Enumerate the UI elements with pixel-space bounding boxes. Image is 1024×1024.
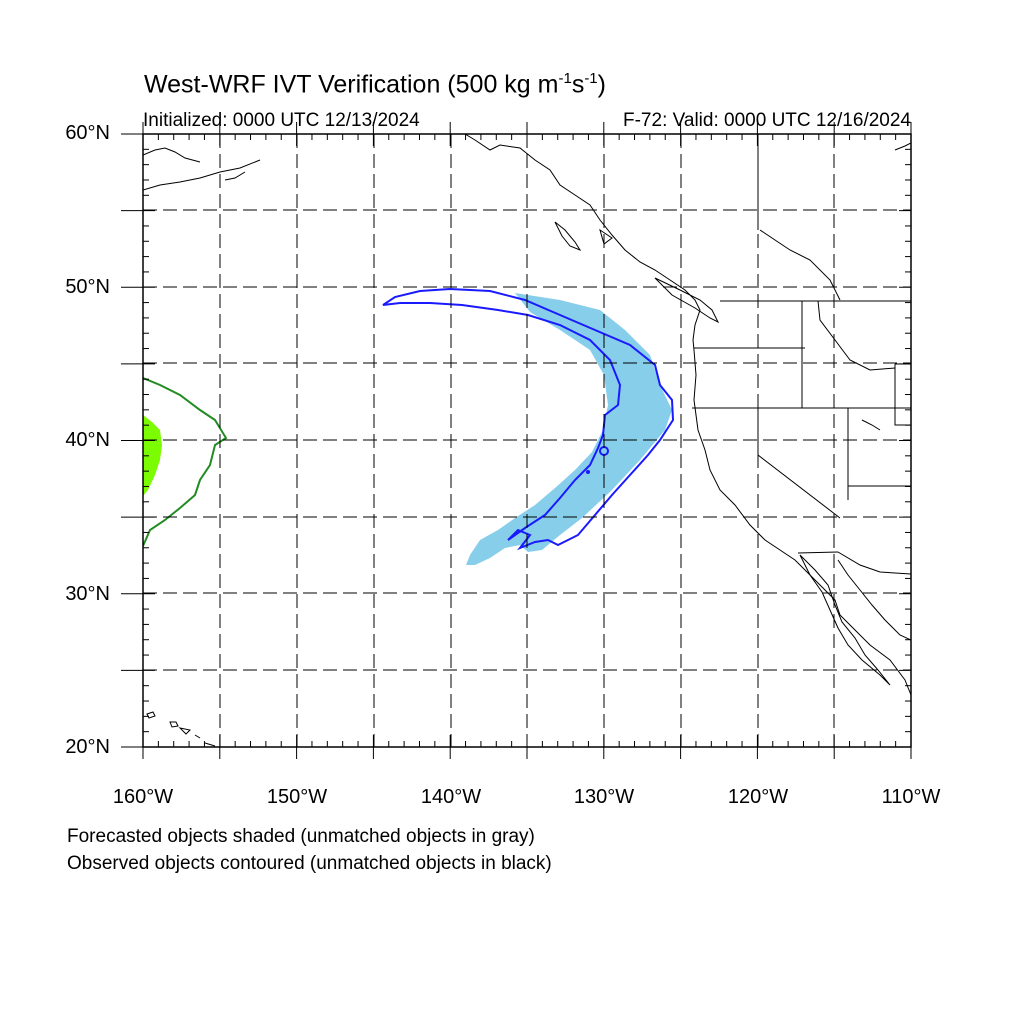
- lat-label-40: 40°N: [65, 429, 110, 451]
- lat-label-60: 60°N: [65, 122, 110, 144]
- initialized-time: Initialized: 0000 UTC 12/13/2024: [143, 110, 420, 131]
- lon-label-140w: 140°W: [420, 786, 482, 808]
- lat-label-30: 30°N: [65, 583, 110, 605]
- coastlines: [143, 134, 911, 747]
- political-borders: [692, 134, 911, 575]
- graticule: [143, 134, 911, 747]
- lon-label-150w: 150°W: [266, 786, 328, 808]
- lon-label-160w: 160°W: [112, 786, 174, 808]
- lon-label-110w: 110°W: [881, 786, 941, 808]
- valid-time: F-72: Valid: 0000 UTC 12/16/2024: [623, 110, 911, 131]
- observed-object-west: [143, 377, 228, 547]
- lon-label-120w: 120°W: [727, 786, 789, 808]
- caption-forecast: Forecasted objects shaded (unmatched obj…: [67, 826, 535, 847]
- plot-title: West-WRF IVT Verification (500 kg m-1s-1…: [144, 70, 606, 99]
- caption-observed: Observed objects contoured (unmatched ob…: [67, 853, 552, 874]
- axis-ticks: [121, 122, 912, 759]
- observed-dot: [586, 470, 590, 474]
- lon-label-130w: 130°W: [573, 786, 635, 808]
- forecast-object-ar: [466, 293, 672, 565]
- lat-label-20: 20°N: [65, 736, 110, 758]
- forecast-object-west: [143, 415, 162, 496]
- lat-label-50: 50°N: [65, 276, 110, 298]
- observed-object-ar: [382, 287, 675, 551]
